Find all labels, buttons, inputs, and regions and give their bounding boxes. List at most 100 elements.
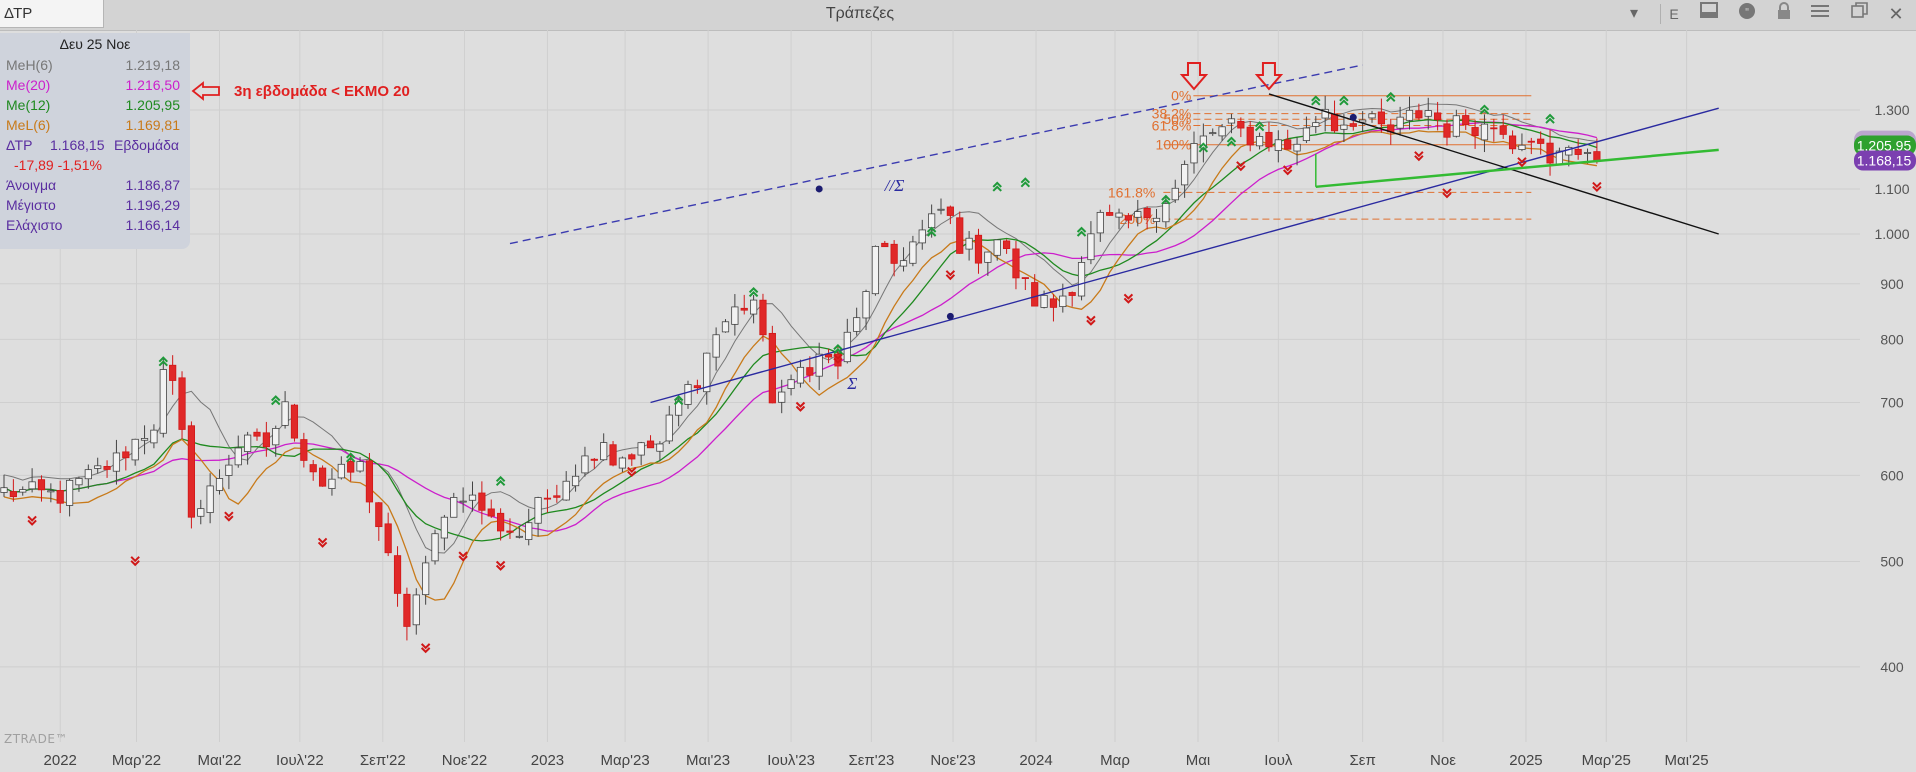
info-value: 1.205,95: [125, 97, 181, 113]
swing-high-chevron-icon: [748, 286, 759, 298]
candle: [1227, 113, 1236, 134]
close-icon[interactable]: ✕: [1888, 4, 1904, 24]
candle-body-up: [984, 251, 992, 263]
candle-body-down: [1443, 123, 1451, 138]
candle-body-down: [1012, 248, 1020, 279]
candle: [1499, 114, 1507, 139]
candle-body-up: [1424, 110, 1432, 117]
trendline-anchor-point: [946, 312, 954, 320]
candle: [403, 587, 411, 641]
candle: [1237, 117, 1245, 138]
candle: [497, 508, 505, 541]
candle: [965, 231, 973, 261]
candle: [56, 480, 64, 514]
candle: [1115, 208, 1123, 230]
swing-low-chevron-icon: [1414, 151, 1424, 162]
candle-body-up: [19, 489, 27, 493]
candle: [562, 471, 570, 501]
candle-body-down: [1330, 113, 1339, 132]
candle: [956, 211, 964, 254]
price-chart[interactable]: 0%38.2%50%61.8%100%161.8%200% 3η εβδομάδ…: [0, 30, 1916, 772]
x-tick-label: Μαι'23: [686, 752, 730, 769]
candle: [337, 456, 345, 480]
swing-high-chevron-icon: [345, 452, 356, 463]
candle: [290, 403, 299, 442]
menu-letter-button[interactable]: E: [1669, 6, 1679, 22]
candle-body-up: [1368, 113, 1376, 119]
candle-body-up: [1293, 143, 1301, 152]
candle: [440, 514, 448, 551]
candle: [1049, 294, 1058, 322]
info-period: Εβδομάδα: [114, 137, 180, 153]
candle-body-up: [1181, 164, 1189, 186]
candle: [712, 327, 720, 371]
candle: [1124, 213, 1132, 229]
swing-low-chevron-icon: [458, 551, 468, 562]
info-panel: Δευ 25 Νοε MeH(6) 1.219,18 Me(20) 1.216,…: [0, 33, 190, 249]
candle-body-up: [1583, 152, 1592, 154]
candle-body-down: [1377, 111, 1385, 125]
hamburger-icon[interactable]: [1806, 2, 1834, 26]
candle-body-up: [1218, 126, 1226, 137]
candle: [478, 481, 486, 525]
candle: [150, 424, 158, 449]
price-label-text: 1.168,15: [1857, 153, 1912, 169]
candle-body-up: [871, 246, 880, 295]
candle-body-up: [468, 494, 477, 501]
fib-level-label: 100%: [1156, 137, 1192, 153]
candle-body-down: [881, 242, 889, 248]
candle-body-up: [1480, 123, 1489, 141]
info-row-me12: Me(12) 1.205,95: [0, 95, 190, 115]
candle: [412, 588, 420, 635]
swing-high-chevron-icon: [1311, 95, 1321, 106]
chevron-down-icon[interactable]: ▾: [1629, 5, 1639, 22]
candle: [1134, 199, 1142, 227]
x-tick-label: Μαι'25: [1665, 752, 1709, 769]
trendline-channel-top[interactable]: [509, 64, 1363, 245]
trendline-channel-bottom[interactable]: [650, 107, 1719, 404]
candle: [937, 198, 945, 215]
candle-body-up: [1359, 119, 1367, 123]
candle-body-up: [909, 241, 917, 264]
candle: [1574, 139, 1582, 160]
candle: [281, 391, 289, 429]
candle-body-down: [393, 555, 402, 594]
candle-body-down: [1237, 120, 1245, 129]
candle: [178, 371, 186, 440]
candle-body-up: [1274, 139, 1282, 151]
candle: [1002, 239, 1011, 254]
candle-body-up: [600, 442, 608, 461]
candle: [384, 512, 392, 557]
lock-icon[interactable]: [1770, 2, 1798, 26]
candle-body-down: [1265, 131, 1273, 148]
y-tick-label: 500: [1880, 553, 1904, 569]
candle: [1480, 114, 1489, 153]
trendlines[interactable]: [509, 64, 1719, 404]
y-tick-label: 1.000: [1874, 226, 1909, 242]
candle: [468, 481, 477, 512]
candle-body-up: [328, 478, 336, 489]
restore-icon[interactable]: [1846, 2, 1874, 26]
y-axis: 400 500 600 700 800 900 1.000 1.100 1.300: [1874, 102, 1909, 675]
info-row-low: Ελάχιστο 1.166,14: [0, 215, 190, 235]
trendline-downtrend[interactable]: [1268, 93, 1719, 235]
swing-high-chevron-icon: [833, 343, 843, 355]
candle-body-down: [9, 491, 17, 498]
trendline-support-green[interactable]: [1315, 148, 1719, 189]
candle-body-up: [1059, 295, 1067, 308]
candle: [515, 526, 523, 539]
candle: [1537, 131, 1545, 155]
candle-body-down: [1434, 112, 1442, 121]
symbol-input[interactable]: ΔΤΡ: [0, 0, 104, 28]
candle-body-up: [1190, 143, 1198, 164]
comment-icon[interactable]: ": [1733, 2, 1761, 26]
price-label: 1.205,95: [1854, 135, 1916, 156]
x-tick-label: Σεπ: [1349, 752, 1375, 769]
candle: [1181, 160, 1189, 198]
panel-icon[interactable]: [1695, 2, 1723, 26]
candle: [899, 247, 908, 272]
candle-body-down: [1246, 126, 1254, 146]
x-tick-label: Ιουλ: [1264, 752, 1293, 769]
trendline-anchor-point: [1349, 113, 1357, 121]
candle-body-up: [112, 452, 121, 472]
